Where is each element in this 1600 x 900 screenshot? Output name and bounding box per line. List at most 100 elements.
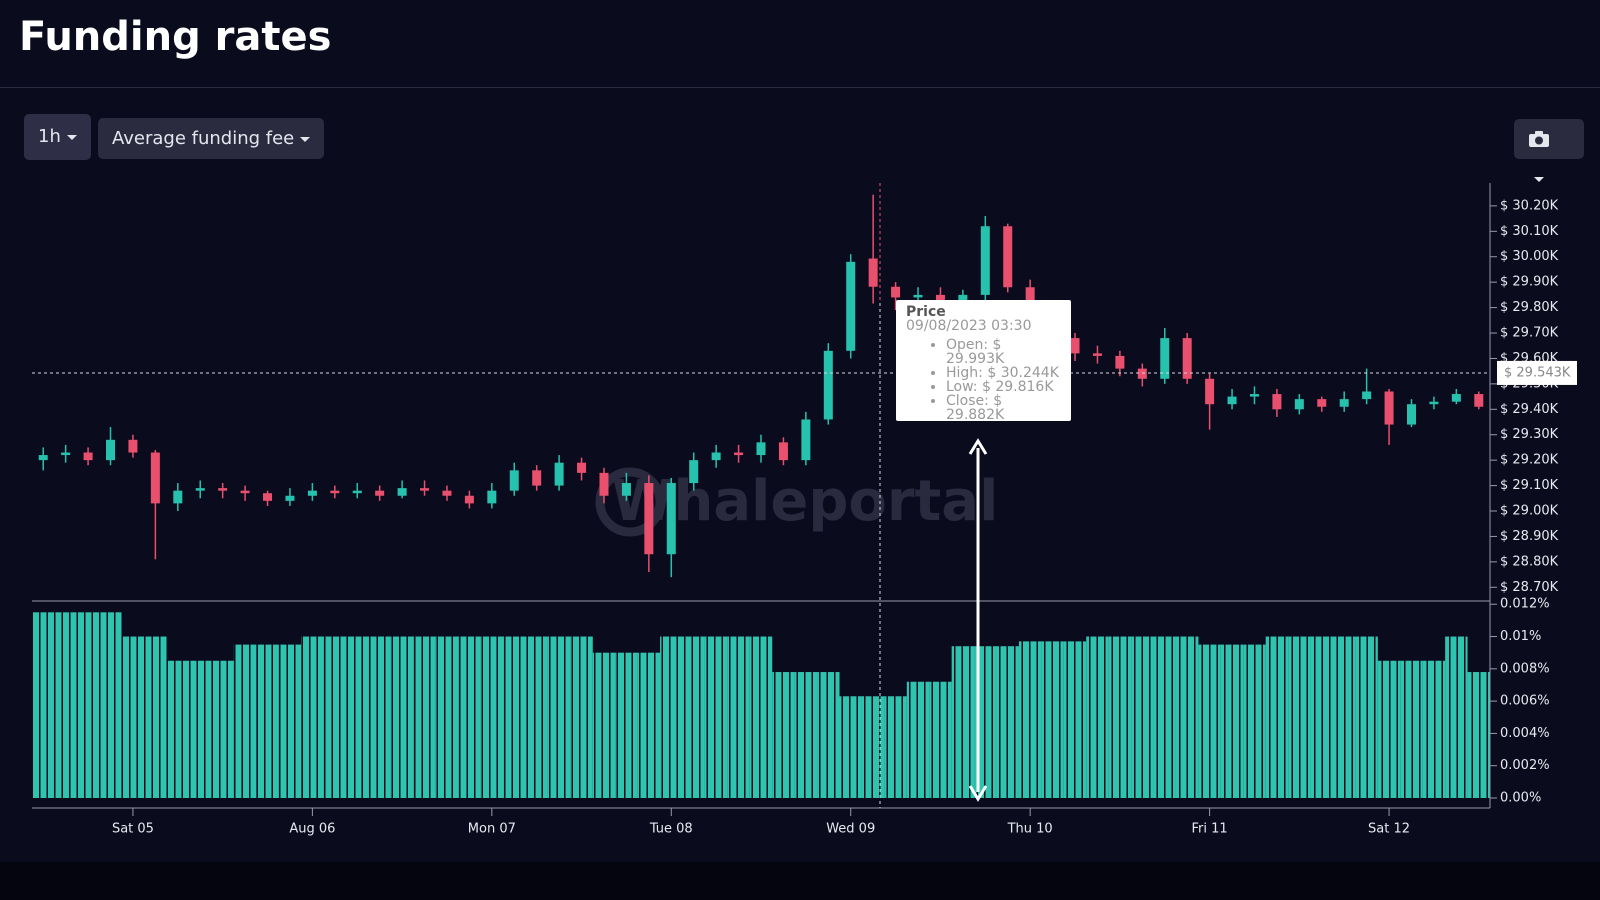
funding-bar [547, 636, 571, 798]
tooltip-item: Low: $ 29.816K [946, 380, 1061, 394]
candle-body [935, 294, 945, 300]
x-tick-label: Tue 08 [649, 822, 693, 837]
funding-bar [1355, 636, 1378, 798]
funding-bar [525, 636, 548, 798]
funding-bar [704, 636, 728, 798]
funding-bar [906, 681, 930, 798]
funding-bar [368, 636, 391, 798]
candle-body [263, 493, 273, 501]
candle-body [195, 488, 205, 491]
candle-body [689, 460, 699, 484]
candle-body [1294, 399, 1304, 410]
candle-body [734, 452, 744, 456]
x-tick-label: Sat 12 [1368, 822, 1410, 837]
candle-body [666, 483, 676, 555]
y-tick-label: $ 30.10K [1500, 224, 1559, 239]
funding-bar [301, 636, 324, 798]
funding-bar [615, 652, 638, 798]
candle-body [352, 490, 362, 494]
y2-tick-label: 0.008% [1500, 661, 1550, 676]
x-tick-label: Mon 07 [468, 822, 516, 837]
funding-bar [346, 636, 369, 798]
watermark: Whaleportal [612, 469, 999, 534]
funding-bar [1310, 636, 1333, 798]
candle-body [846, 261, 856, 351]
candle-body [823, 350, 833, 420]
candle-body [1406, 404, 1416, 425]
funding-bar [1422, 660, 1446, 798]
y-tick-label: $ 28.90K [1500, 529, 1559, 544]
funding-bar [637, 652, 661, 798]
interval-dropdown[interactable]: 1h [24, 114, 91, 160]
candle-body [128, 439, 138, 453]
watermark-logo [595, 467, 665, 537]
funding-bar [1198, 644, 1221, 798]
funding-bar [1467, 672, 1490, 798]
candle-body [644, 483, 654, 555]
x-tick-label: Sat 05 [112, 822, 154, 837]
candle-body [778, 442, 788, 461]
screenshot-button[interactable] [1514, 119, 1584, 159]
candle-body [397, 488, 407, 496]
funding-bar [1400, 660, 1423, 798]
funding-bar [1445, 636, 1468, 798]
funding-bar [189, 660, 212, 798]
tooltip-item: High: $ 30.244K [946, 366, 1061, 380]
candle-body [801, 419, 811, 461]
candle-body [554, 462, 564, 486]
funding-bar [951, 646, 975, 798]
metric-dropdown[interactable]: Average funding fee [98, 118, 325, 159]
funding-bar [727, 636, 750, 798]
funding-bar [772, 672, 795, 798]
funding-bar [54, 612, 77, 798]
camera-icon [1529, 131, 1549, 147]
y-tick-label: $ 29.70K [1500, 326, 1559, 341]
funding-bar [413, 636, 436, 798]
candle-body [599, 472, 609, 496]
tooltip-title: Price [906, 304, 946, 320]
candle-body [958, 294, 968, 300]
tooltip-item: Close: $ 29.882K [946, 394, 1061, 422]
funding-bar [1243, 644, 1266, 798]
x-tick-label: Aug 06 [289, 822, 335, 837]
y2-tick-label: 0.002% [1500, 758, 1550, 773]
funding-bar [839, 696, 862, 798]
y-tick-label: $ 29.00K [1500, 504, 1559, 519]
candle-body [1092, 353, 1102, 356]
page-title: Funding rates [19, 14, 332, 60]
last-price-label: $ 29.543K [1504, 365, 1571, 380]
candle-body [487, 490, 497, 504]
candle-body [375, 490, 385, 496]
footer-strip [0, 862, 1600, 900]
funding-bar [166, 660, 190, 798]
funding-bar [974, 646, 997, 798]
x-tick-label: Fri 11 [1192, 822, 1228, 837]
y-tick-label: $ 29.80K [1500, 300, 1559, 315]
candle-body [38, 455, 48, 461]
funding-bar [256, 644, 279, 798]
candle-body [1070, 338, 1080, 354]
candle-body [106, 439, 116, 461]
funding-bar [1018, 641, 1042, 798]
funding-bar [884, 696, 907, 798]
y-tick-label: $ 30.20K [1500, 198, 1559, 213]
candle-body [1227, 396, 1237, 405]
candle-body [1317, 399, 1327, 407]
funding-bar [929, 681, 952, 798]
candle-body [150, 452, 160, 504]
funding-bar [1332, 636, 1356, 798]
candle-body [173, 490, 183, 504]
candle-body [1205, 378, 1215, 405]
header: Funding rates [0, 0, 1600, 88]
candle-body [1362, 391, 1372, 400]
candle-body [756, 442, 766, 456]
y-tick-label: $ 29.10K [1500, 478, 1559, 493]
funding-bar [592, 652, 616, 798]
y2-tick-label: 0.012% [1500, 597, 1550, 612]
candle-body [1451, 394, 1461, 402]
funding-bar [76, 612, 100, 798]
candle-body [711, 452, 721, 461]
funding-bar [1220, 644, 1244, 798]
candle-body [83, 452, 93, 461]
